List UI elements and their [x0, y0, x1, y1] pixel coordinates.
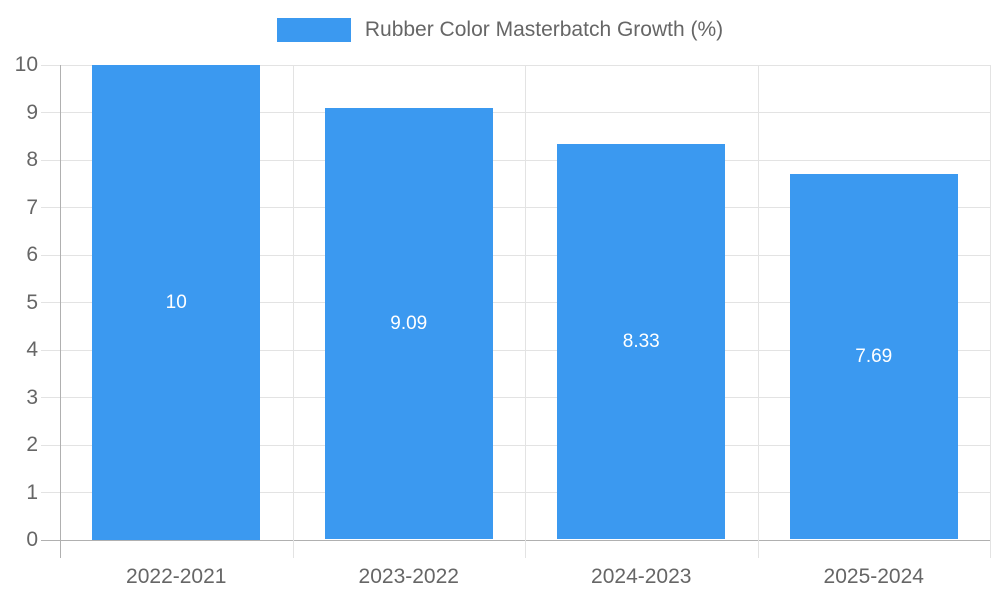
y-axis-tick-label: 0: [26, 528, 38, 551]
y-axis-tick-label: 2: [26, 433, 38, 456]
legend-label: Rubber Color Masterbatch Growth (%): [364, 18, 724, 41]
y-axis-tick-label: 1: [26, 480, 38, 504]
y-axis-tick-label: 8: [26, 148, 38, 171]
y-axis-tick-label: 4: [26, 338, 38, 361]
gridline-horizontal: [41, 397, 990, 398]
y-axis-tick-label: 5: [26, 290, 38, 314]
gridline-vertical: [525, 64, 526, 558]
bar-value-label: 7.69: [855, 346, 893, 368]
bar-value-label: 10: [165, 291, 187, 313]
x-axis-label: 2023-2022: [358, 564, 459, 588]
y-axis-border: [60, 64, 61, 558]
gridline-vertical: [292, 64, 294, 558]
y-axis-tick-label: 6: [26, 243, 38, 266]
bar[interactable]: [557, 143, 726, 540]
gridline-horizontal: [41, 207, 990, 208]
gridline-horizontal: [41, 254, 990, 256]
y-axis-tick-label: 10: [14, 53, 38, 76]
x-axis-label: 2022-2021: [126, 564, 227, 588]
gridline-horizontal: [41, 112, 990, 113]
bar[interactable]: [92, 64, 261, 540]
x-axis-label: 2025-2024: [823, 564, 924, 588]
bar-value-label: 8.33: [622, 331, 660, 353]
gridline-horizontal: [41, 349, 990, 351]
bar[interactable]: [324, 107, 493, 540]
gridline-horizontal: [41, 159, 990, 161]
gridline-horizontal: [41, 444, 990, 446]
bar-value-label: 9.09: [390, 313, 428, 335]
legend[interactable]: Rubber Color Masterbatch Growth (%): [0, 18, 1000, 42]
gridline-horizontal: [41, 302, 990, 303]
bar[interactable]: [789, 174, 958, 540]
zero-gridline: [41, 539, 990, 541]
legend-swatch: [276, 18, 351, 42]
gridline-vertical: [757, 64, 759, 558]
gridline-horizontal: [41, 64, 990, 66]
y-axis-tick-label: 7: [26, 195, 38, 219]
y-axis-tick-label: 3: [26, 385, 38, 409]
x-axis-label: 2024-2023: [591, 564, 692, 588]
gridline-vertical: [990, 64, 991, 558]
gridline-horizontal: [41, 492, 990, 493]
y-axis-tick-label: 9: [26, 100, 38, 124]
